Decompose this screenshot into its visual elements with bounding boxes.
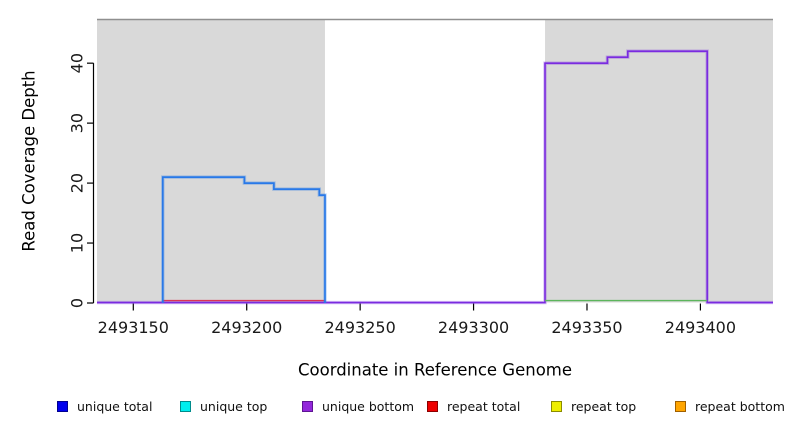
legend-label: unique top [200, 399, 268, 414]
y-tick-label: 40 [68, 53, 87, 73]
legend-label: repeat total [447, 399, 521, 414]
x-tick-label: 2493250 [325, 318, 396, 337]
y-tick-label: 20 [68, 173, 87, 193]
legend-item-unique-total: unique total [57, 399, 152, 414]
legend-item-repeat-top: repeat top [551, 399, 636, 414]
legend: unique total unique top unique bottom repea… [0, 399, 792, 419]
legend-swatch-icon [427, 401, 438, 412]
legend-label: unique total [77, 399, 153, 414]
legend-label: repeat bottom [695, 399, 785, 414]
x-axis-title: Coordinate in Reference Genome [297, 360, 573, 380]
series-line-unique-bottom [97, 50, 773, 304]
legend-swatch-icon [57, 401, 68, 412]
series-line-unique-total [161, 176, 326, 303]
legend-swatch-icon [180, 401, 191, 412]
x-tick-label: 2493300 [438, 318, 509, 337]
legend-item-unique-top: unique top [180, 399, 267, 414]
legend-item-repeat-bottom: repeat bottom [675, 399, 785, 414]
legend-item-unique-bottom: unique bottom [302, 399, 414, 414]
shaded-region [545, 20, 773, 303]
x-tick-label: 2493400 [665, 318, 736, 337]
x-tick-label: 2493350 [551, 318, 622, 337]
legend-label: repeat top [571, 399, 637, 414]
legend-swatch-icon [302, 401, 313, 412]
y-tick-label: 0 [68, 298, 87, 308]
legend-swatch-icon [675, 401, 686, 412]
legend-swatch-icon [551, 401, 562, 412]
x-tick-label: 2493150 [98, 318, 169, 337]
y-tick-label: 10 [68, 233, 87, 253]
y-axis-title: Read Coverage Depth [19, 70, 39, 252]
y-tick-label: 30 [68, 113, 87, 133]
legend-item-repeat-total: repeat total [427, 399, 520, 414]
x-tick-label: 2493200 [211, 318, 282, 337]
shaded-region [97, 20, 325, 303]
legend-label: unique bottom [322, 399, 415, 414]
